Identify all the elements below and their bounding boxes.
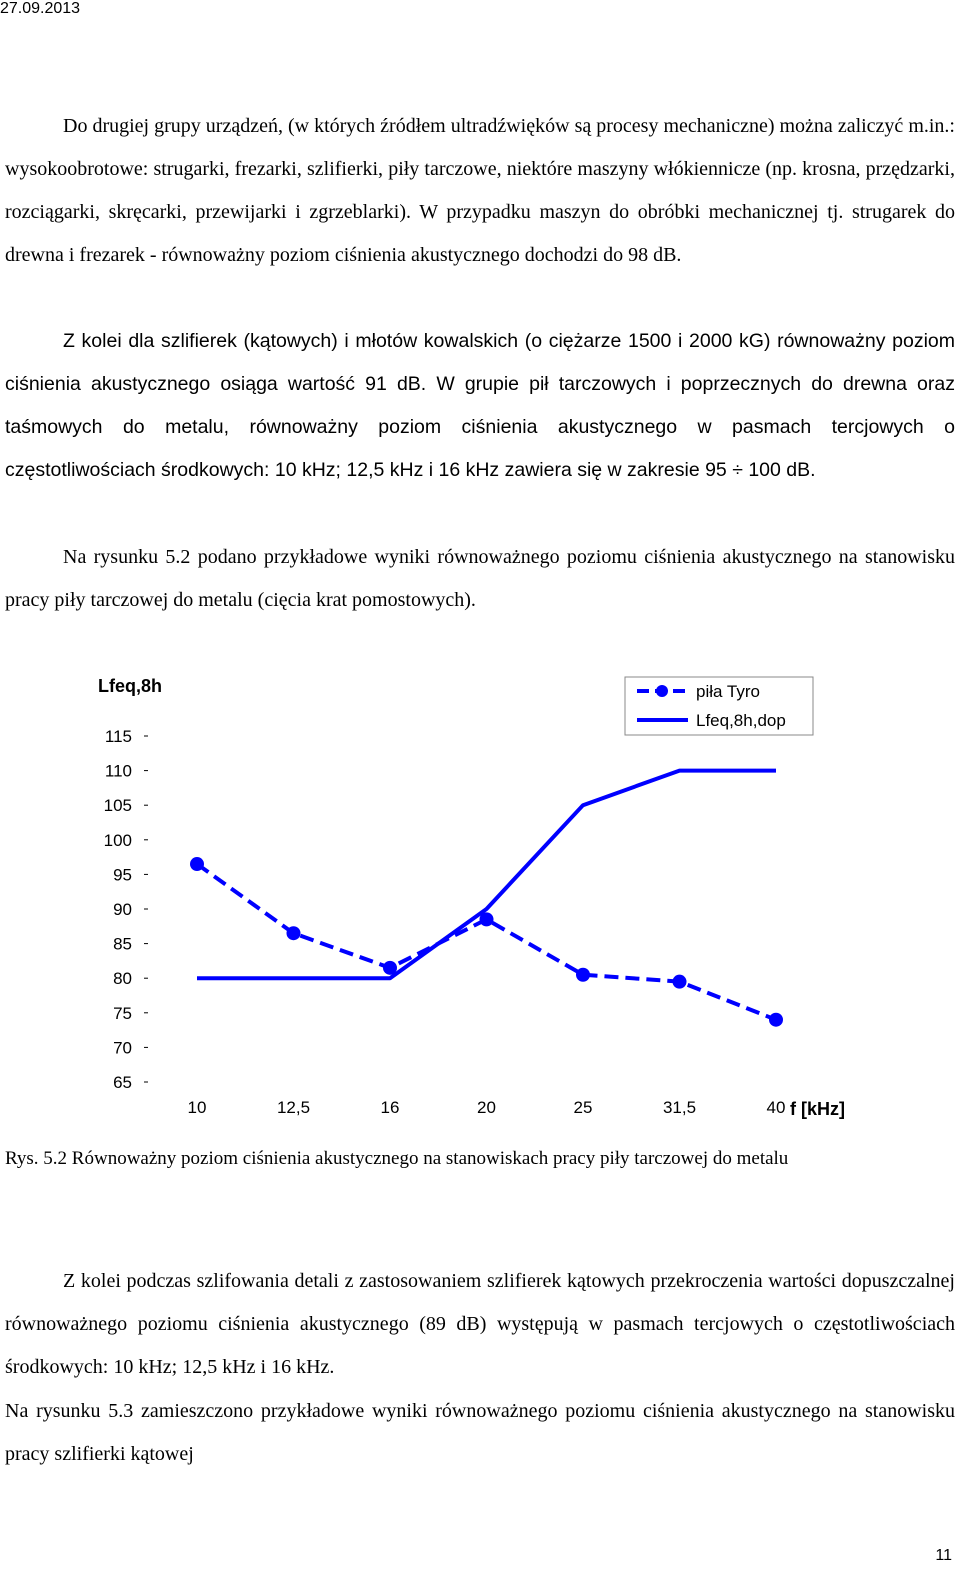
x-axis-ticks: 10 12,5 16 20 25 31,5 40 [188, 1098, 786, 1117]
figure-caption: Rys. 5.2 Równoważny poziom ciśnienia aku… [5, 1148, 789, 1169]
series-point [479, 912, 494, 927]
x-axis-title: f [kHz] [790, 1099, 845, 1119]
x-tick-label: 31,5 [663, 1098, 696, 1117]
y-tick-label: 100 [104, 831, 132, 850]
paragraph-3: Na rysunku 5.2 podano przykładowe wyniki… [5, 546, 955, 611]
y-axis-title: Lfeq,8h [98, 676, 162, 696]
paragraph-4: Z kolei podczas szlifowania detali z zas… [5, 1270, 955, 1378]
y-tick-label: 95 [113, 865, 132, 884]
series-point [383, 960, 397, 975]
y-tick-label: 110 [105, 762, 132, 781]
x-tick-label: 10 [188, 1098, 207, 1117]
y-tick-label: 90 [113, 900, 132, 919]
y-tick-label: 115 [105, 727, 132, 746]
series-point [286, 926, 301, 941]
series-layer [190, 768, 783, 1027]
paragraph-1: Do drugiej grupy urządzeń, (w których źr… [5, 115, 955, 266]
series-line-1 [197, 768, 776, 981]
y-tick-label: 70 [113, 1038, 132, 1057]
x-tick-label: 25 [574, 1098, 593, 1117]
y-tick-label: 105 [104, 796, 132, 815]
series-point [190, 857, 204, 872]
series-point [769, 1012, 783, 1027]
legend-label-pila-tyro: piła Tyro [696, 682, 760, 701]
series-point [576, 967, 590, 982]
series-line-0 [195, 862, 777, 1022]
y-tick-label: 85 [113, 935, 132, 954]
legend-box [624, 676, 814, 736]
x-tick-label: 40 [767, 1098, 786, 1117]
y-axis-ticks: 115 110 105 100 95 90 85 80 75 70 65 [104, 727, 148, 1092]
paragraph-5: Na rysunku 5.3 zamieszczono przykładowe … [5, 1400, 955, 1465]
chart-legend: piła Tyro Lfeq,8h,dop [624, 676, 814, 736]
figure-5-2-chart: Lfeq,8h 115 110 105 100 95 90 85 80 75 70 65 10 12,… [98, 676, 845, 1119]
y-tick-label: 65 [113, 1073, 132, 1092]
legend-marker-pila-tyro [656, 685, 668, 697]
y-tick-label: 80 [113, 969, 132, 988]
series-point [672, 974, 687, 989]
legend-label-lfeq-dop: Lfeq,8h,dop [696, 711, 786, 730]
x-tick-label: 12,5 [277, 1098, 310, 1117]
header-date: 27.09.2013 [0, 0, 81, 17]
page-number: 11 [935, 1547, 952, 1564]
x-tick-label: 20 [477, 1098, 496, 1117]
paragraph-2: Z kolei dla szlifierek (kątowych) i młot… [5, 330, 955, 481]
y-tick-label: 75 [113, 1004, 132, 1023]
x-tick-label: 16 [381, 1098, 400, 1117]
